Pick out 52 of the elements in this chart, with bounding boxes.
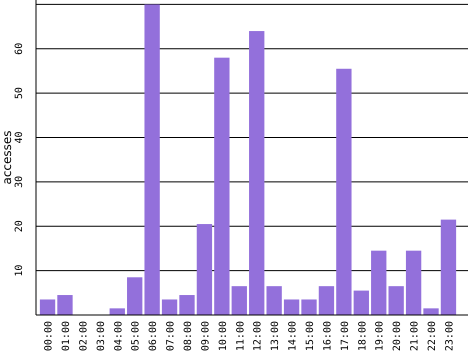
bar	[284, 299, 300, 315]
y-tick-label: 50	[14, 87, 25, 100]
x-tick-label: 23:00	[444, 321, 456, 351]
y-tick-label: 10	[14, 264, 25, 277]
y-tick-label: 60	[14, 42, 25, 55]
bar	[406, 250, 422, 315]
bar	[371, 250, 386, 315]
x-tick-label: 14:00	[288, 321, 299, 351]
bar	[127, 277, 142, 315]
bar	[110, 308, 125, 315]
bar	[162, 299, 178, 315]
x-tick-label: 06:00	[148, 321, 160, 351]
y-axis-title: accesses	[0, 130, 14, 185]
bar	[40, 299, 56, 315]
x-tick-label: 01:00	[60, 321, 72, 351]
x-tick-label: 07:00	[166, 321, 177, 351]
bar	[232, 286, 247, 315]
bar	[144, 4, 160, 315]
x-tick-label: 09:00	[200, 321, 212, 351]
x-tick-label: 10:00	[218, 321, 229, 351]
y-tick-label: 20	[14, 220, 25, 232]
x-tick-label: 13:00	[270, 321, 282, 351]
x-tick-label: 19:00	[374, 321, 386, 351]
bar	[196, 224, 212, 315]
x-tick-label: 15:00	[305, 321, 316, 351]
x-tick-label: 21:00	[410, 321, 421, 351]
x-tick-label: 04:00	[113, 321, 124, 351]
bar	[266, 286, 282, 315]
bar	[388, 286, 404, 315]
y-tick-label: 30	[14, 176, 25, 188]
x-tick-label: 12:00	[252, 321, 264, 351]
y-tick-label: 40	[14, 132, 25, 144]
bar	[179, 295, 195, 315]
bar	[336, 68, 352, 315]
bar	[301, 299, 317, 315]
x-tick-label: 00:00	[44, 321, 55, 351]
x-tick-label: 18:00	[357, 321, 368, 351]
bar	[354, 290, 369, 315]
x-tick-label: 03:00	[96, 321, 107, 351]
bar	[249, 31, 264, 315]
x-tick-label: 16:00	[322, 321, 334, 351]
x-tick-label: 02:00	[78, 321, 90, 351]
x-tick-label: 22:00	[427, 321, 438, 351]
bar	[318, 286, 334, 315]
bar	[57, 295, 73, 315]
bar	[440, 220, 456, 315]
bar	[214, 58, 230, 315]
x-tick-label: 08:00	[182, 321, 194, 351]
x-tick-label: 17:00	[340, 321, 351, 351]
x-tick-label: 11:00	[235, 321, 246, 351]
x-tick-label: 05:00	[130, 321, 142, 351]
x-tick-label: 20:00	[392, 321, 404, 351]
